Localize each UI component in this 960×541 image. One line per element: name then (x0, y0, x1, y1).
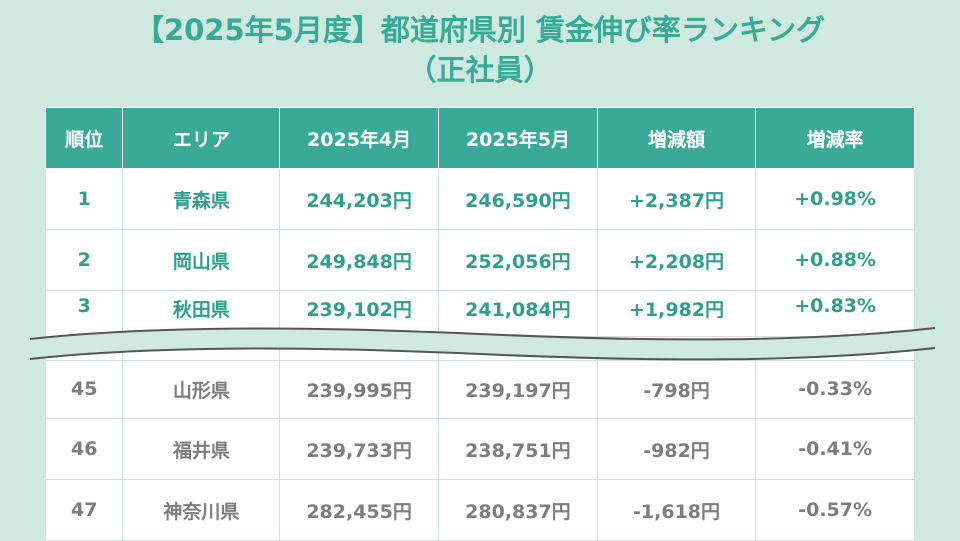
table-break-wave (29, 327, 936, 361)
april-cell: 244,203円 (279, 168, 439, 230)
table-header-row: 順位 エリア 2025年4月 2025年5月 増減額 増減率 (44, 107, 915, 169)
area-cell: 神奈川県 (122, 479, 281, 541)
april-cell: 239,995円 (279, 360, 439, 419)
change-amount-cell: -982円 (596, 418, 757, 480)
april-cell: 239,733円 (279, 418, 439, 480)
rank-cell: 1 (44, 168, 124, 230)
table-row: 47 神奈川県 282,455円 280,837円 -1,618円 -0.57% (44, 479, 915, 541)
rank-cell: 46 (44, 418, 124, 480)
area-cell: 福井県 (122, 418, 281, 480)
rank-cell: 47 (44, 479, 124, 541)
break-band (30, 328, 935, 360)
change-rate-cell: +0.98% (755, 168, 915, 230)
change-amount-cell: +2,208円 (596, 229, 757, 291)
may-cell: 238,751円 (438, 418, 598, 480)
rank-cell: 2 (44, 229, 124, 291)
area-cell: 山形県 (122, 360, 281, 419)
break-line-top (29, 327, 936, 341)
change-rate-cell: +0.83% (755, 290, 915, 337)
change-amount-cell: -1,618円 (596, 479, 757, 541)
header-april: 2025年4月 (279, 107, 439, 169)
table-row: 45 山形県 239,995円 239,197円 -798円 -0.33% (44, 360, 915, 419)
change-rate-cell: +0.88% (755, 229, 915, 291)
table-row: 3 秋田県 239,102円 241,084円 +1,982円 +0.83% (44, 290, 915, 337)
april-cell: 249,848円 (279, 229, 439, 291)
table-row: 1 青森県 244,203円 246,590円 +2,387円 +0.98% (44, 168, 915, 230)
header-rank: 順位 (44, 107, 124, 169)
rank-cell: 3 (44, 290, 124, 337)
may-cell: 241,084円 (438, 290, 598, 337)
table-row: 46 福井県 239,733円 238,751円 -982円 -0.41% (44, 418, 915, 480)
header-change-amount: 増減額 (596, 107, 757, 169)
may-cell: 252,056円 (438, 229, 598, 291)
change-rate-cell: -0.41% (755, 418, 915, 480)
header-area: エリア (122, 107, 281, 169)
page-title: 【2025年5月度】都道府県別 賃金伸び率ランキング （正社員） (0, 10, 960, 90)
change-amount-cell: +2,387円 (596, 168, 757, 230)
may-cell: 246,590円 (438, 168, 598, 230)
rank-cell: 45 (44, 360, 124, 419)
april-cell: 282,455円 (279, 479, 439, 541)
change-rate-cell: -0.57% (755, 479, 915, 541)
may-cell: 280,837円 (438, 479, 598, 541)
title-line-2: （正社員） (407, 53, 553, 87)
break-line-bottom (29, 347, 936, 361)
area-cell: 岡山県 (122, 229, 281, 291)
header-may: 2025年5月 (438, 107, 598, 169)
may-cell: 239,197円 (438, 360, 598, 419)
title-line-1: 【2025年5月度】都道府県別 賃金伸び率ランキング (134, 13, 826, 47)
change-rate-cell: -0.33% (755, 360, 915, 419)
change-amount-cell: +1,982円 (596, 290, 757, 337)
area-cell: 青森県 (122, 168, 281, 230)
table-row: 2 岡山県 249,848円 252,056円 +2,208円 +0.88% (44, 229, 915, 291)
header-change-rate: 増減率 (755, 107, 915, 169)
change-amount-cell: -798円 (596, 360, 757, 419)
